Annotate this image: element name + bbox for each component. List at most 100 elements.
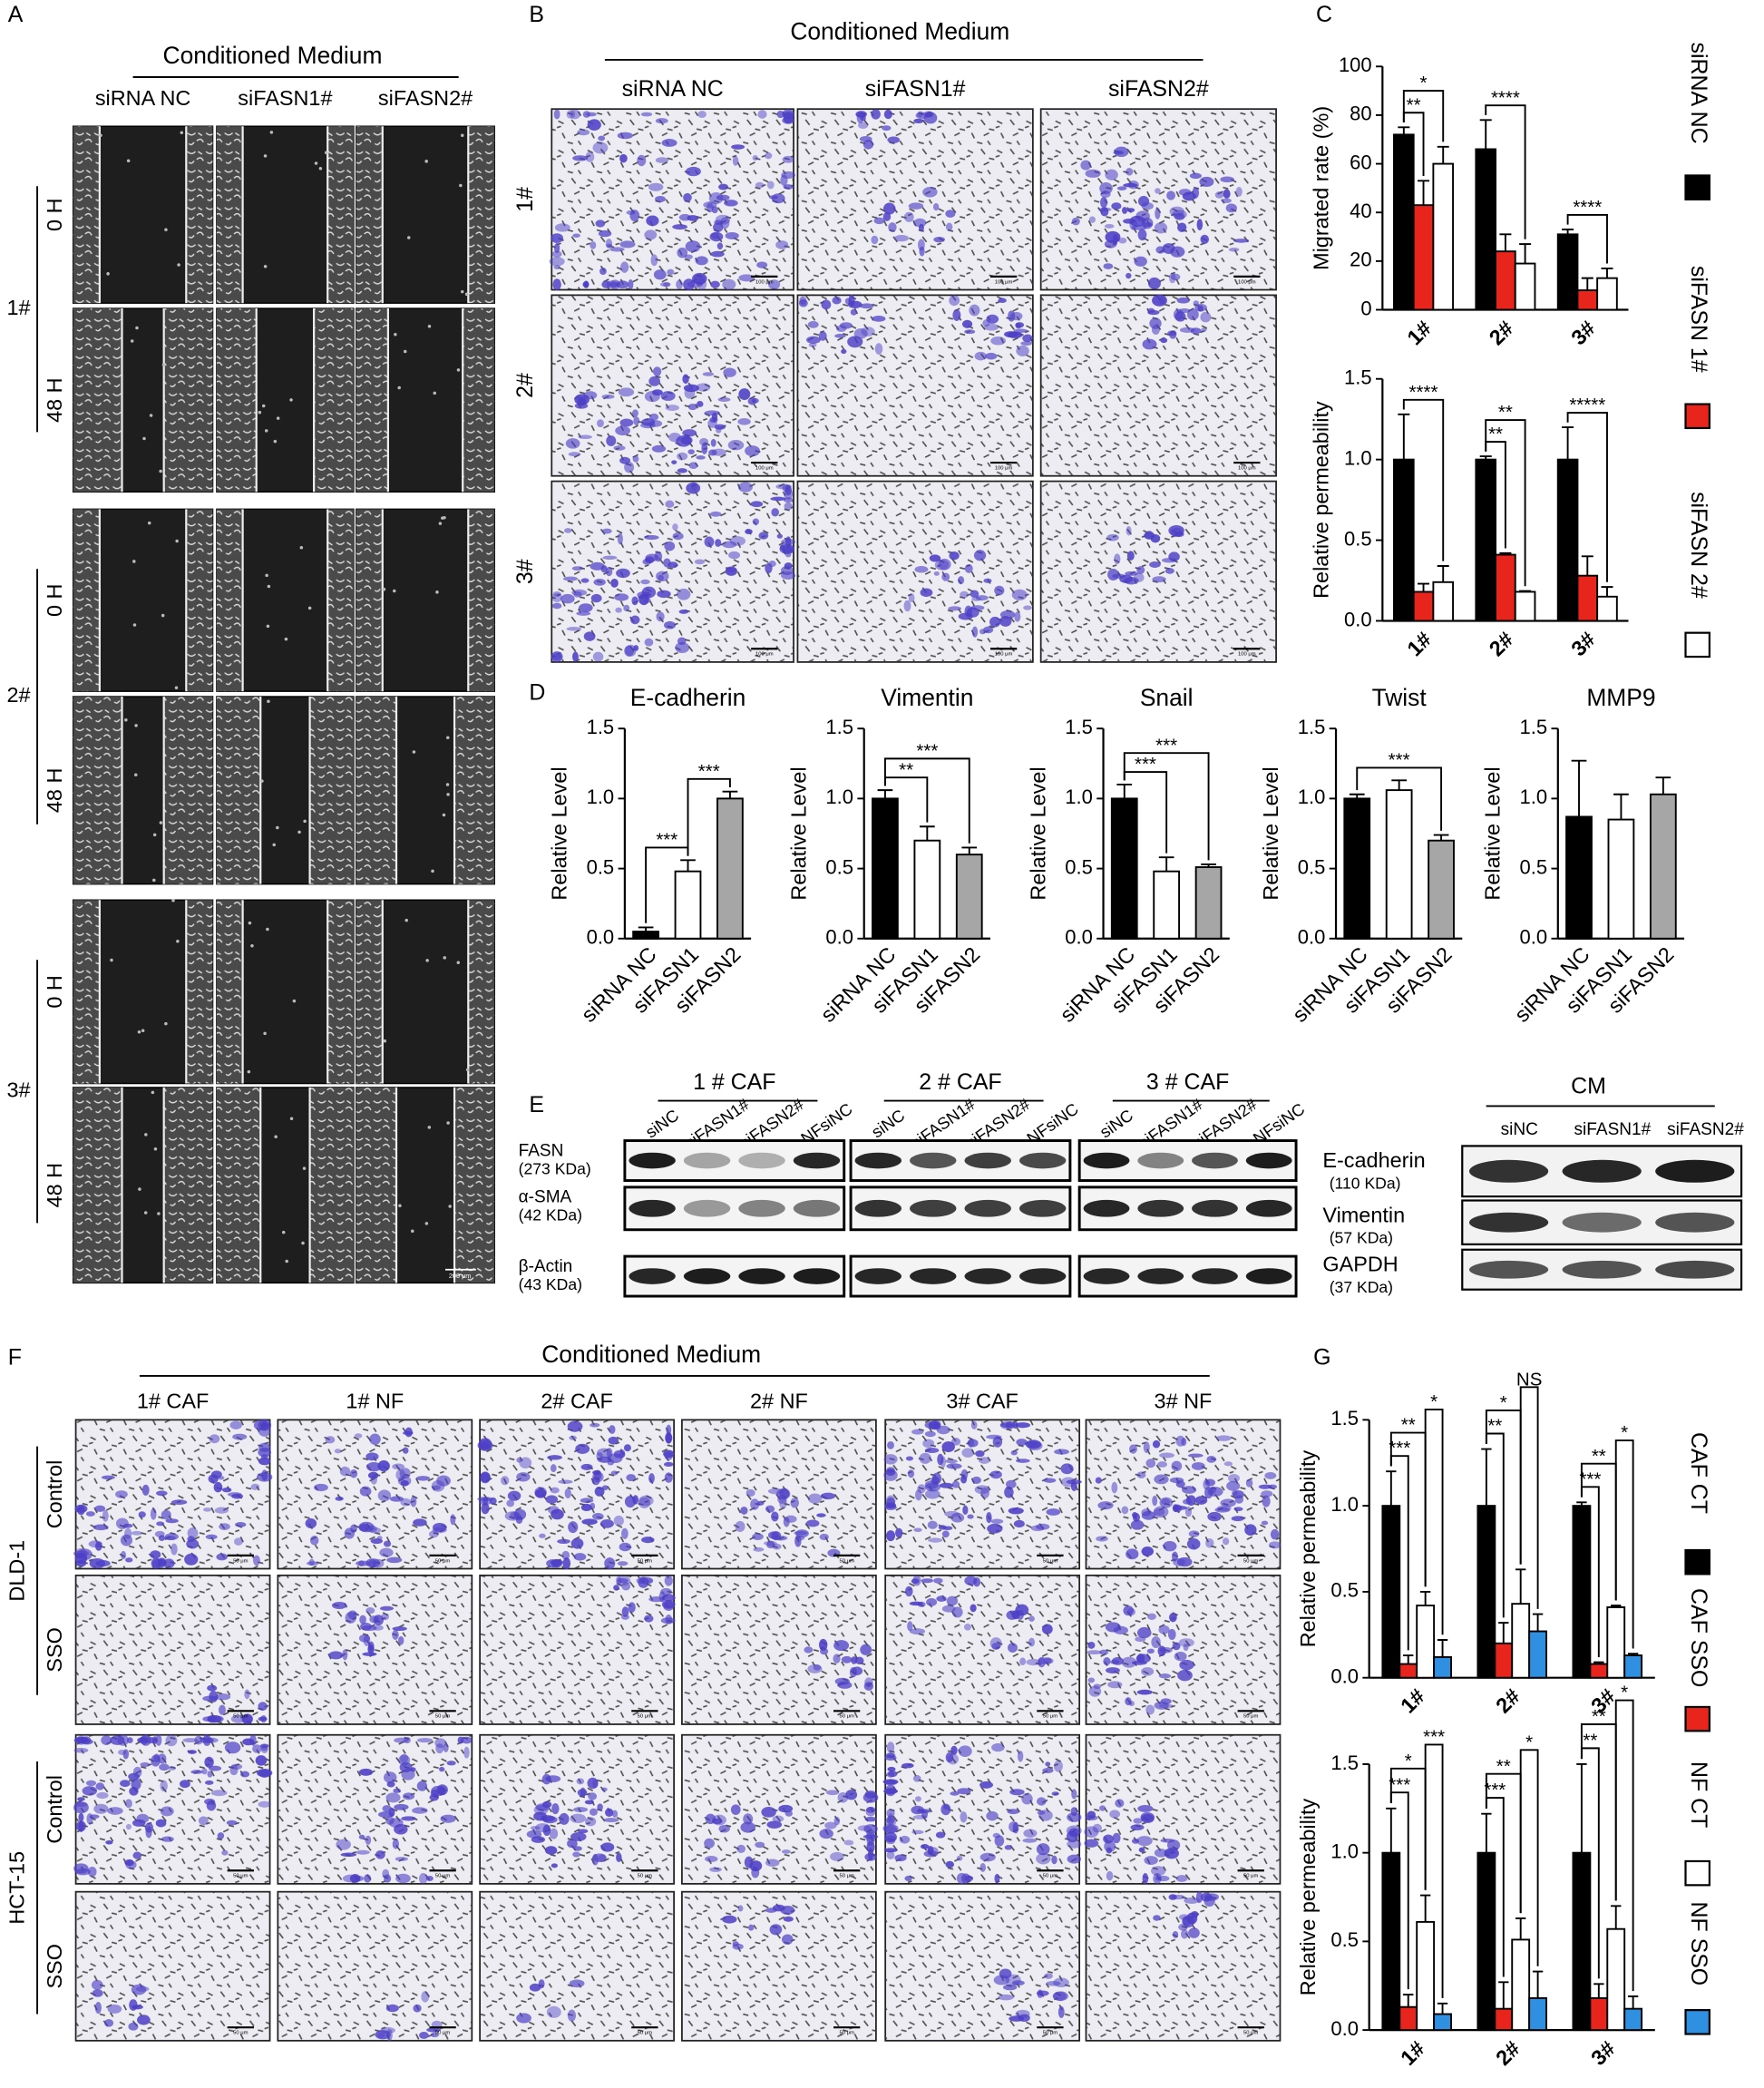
stained-cell [1103, 263, 1114, 269]
stained-cell [937, 1453, 944, 1466]
stained-cell [883, 1788, 898, 1794]
stained-cell [964, 1576, 978, 1586]
stained-cell [887, 1771, 898, 1778]
stained-cell [1026, 1658, 1041, 1666]
stained-cell [360, 1622, 372, 1631]
debris [289, 1117, 294, 1120]
blot-band [1192, 1199, 1238, 1217]
stained-cell [419, 2031, 429, 2039]
x-tick-label: 3# [1586, 2036, 1620, 2070]
stained-cell [794, 1535, 802, 1547]
stained-cell [1084, 1826, 1099, 1839]
debris [446, 1121, 450, 1125]
stained-cell [1177, 1669, 1193, 1682]
blot-band [964, 1199, 1011, 1217]
stained-cell [735, 1520, 746, 1532]
stained-cell [924, 1430, 936, 1438]
stained-cell [204, 1780, 214, 1785]
error-bar [1655, 776, 1671, 795]
scale-label: 50 μm [1243, 1558, 1259, 1564]
debris [272, 843, 276, 847]
stained-cell [365, 1606, 375, 1615]
stained-cell [349, 1468, 358, 1478]
stained-cell [946, 1463, 962, 1469]
debris [126, 159, 131, 163]
stained-cell [945, 1459, 958, 1464]
stained-cell [1147, 277, 1161, 289]
stained-cell [911, 1429, 924, 1435]
bar [1476, 1851, 1496, 2032]
stained-cell [309, 1535, 319, 1546]
error-bar [1562, 229, 1574, 235]
stained-cell [917, 111, 923, 118]
significance-label: ***** [1569, 395, 1605, 415]
stained-cell [369, 1615, 379, 1624]
stained-cell [1099, 1649, 1109, 1655]
stained-cell [821, 299, 832, 310]
stained-cell [723, 367, 736, 377]
blot-band [1655, 1260, 1735, 1279]
stained-cell [355, 1876, 365, 1881]
stained-cell [686, 482, 701, 494]
stained-cell [832, 297, 842, 305]
stained-cell [1030, 1525, 1045, 1532]
stained-cell [592, 651, 604, 662]
significance-bracket [1402, 398, 1445, 561]
panel-label: D [529, 680, 545, 706]
error-bar [680, 859, 696, 872]
stained-cell [665, 500, 675, 508]
stained-cell [850, 308, 857, 316]
stained-cell [430, 1789, 440, 1798]
debris [404, 918, 408, 922]
stained-cell [253, 1555, 260, 1566]
stained-cell [1191, 1462, 1205, 1470]
debris [124, 717, 128, 722]
stained-cell [1045, 1761, 1051, 1767]
blot-band [1192, 1152, 1238, 1169]
debris [445, 783, 450, 786]
stained-cell [709, 1867, 722, 1872]
stained-cell [655, 571, 669, 582]
stained-cell [776, 110, 785, 119]
y-tick-label: 0.5 [1330, 1579, 1359, 1602]
significance-bracket [1614, 1699, 1634, 1992]
stained-cell [768, 195, 779, 200]
stained-cell [584, 1817, 597, 1827]
error-bar [1437, 145, 1449, 164]
stained-cell [970, 590, 979, 598]
x-tick-label: 1# [1402, 628, 1436, 661]
scale-label: 50 μm [1043, 1874, 1058, 1879]
stained-cell [584, 1800, 595, 1805]
stained-cell [78, 1820, 84, 1832]
stained-cell [614, 593, 629, 601]
stained-cell [1235, 186, 1243, 197]
stained-cell [725, 232, 739, 239]
debris [164, 228, 168, 232]
stained-cell [1036, 1843, 1050, 1856]
stained-cell [685, 240, 701, 253]
stained-cell [88, 1540, 102, 1548]
stained-cell [1223, 1461, 1233, 1467]
stained-cell [824, 1821, 837, 1829]
stained-cell [864, 1790, 877, 1799]
stained-cell [560, 593, 575, 604]
stained-cell [1152, 1495, 1158, 1507]
error-bar [1498, 1981, 1509, 2009]
significance-label: ** [899, 759, 913, 780]
y-tick-label: 0.5 [1520, 855, 1548, 878]
protein-label: Vimentin [1322, 1203, 1405, 1226]
stained-cell [1268, 1484, 1278, 1489]
debris [459, 183, 463, 188]
stained-cell [120, 1534, 133, 1546]
stained-cell [713, 222, 724, 232]
stained-cell [1147, 1613, 1156, 1620]
stained-cell [783, 184, 794, 190]
stained-cell [1136, 1626, 1152, 1639]
stained-cell [755, 1841, 765, 1849]
stained-cell [401, 1816, 416, 1821]
stained-cell [640, 112, 653, 117]
debris [157, 1212, 161, 1215]
debris [281, 1230, 286, 1234]
stained-cell [860, 1644, 872, 1655]
stained-cell [638, 1497, 651, 1509]
